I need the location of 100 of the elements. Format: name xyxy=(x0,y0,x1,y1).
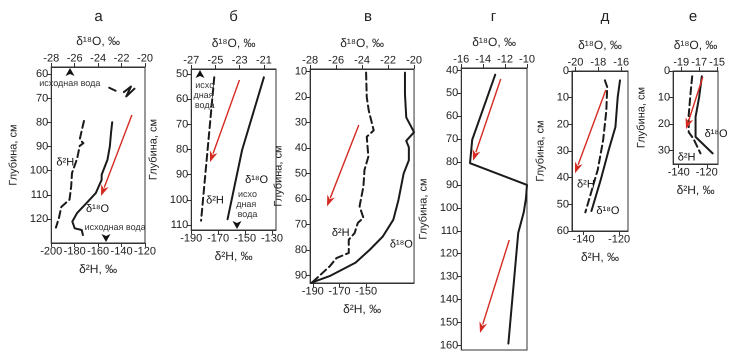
x2-tick-label: -26 xyxy=(328,54,344,66)
annotation: исходная вода xyxy=(193,80,216,110)
y-axis-title: Глубина, см xyxy=(272,145,284,207)
x-tick-label: -170 xyxy=(328,286,350,298)
x2-tick-label: -22 xyxy=(380,54,396,66)
y-tick-label: 30 xyxy=(556,145,569,157)
y-tick-label: 20 xyxy=(658,118,670,130)
x2-tick-label: -25 xyxy=(208,54,224,66)
x-tick-label: -130 xyxy=(260,232,283,244)
y-tick-label: 80 xyxy=(446,156,458,168)
x-axis-title: δ²H, ‰ xyxy=(214,249,253,263)
y-tick-label: 70 xyxy=(176,118,188,130)
y-tick-label: 10 xyxy=(658,92,670,104)
series-label: δ²H xyxy=(206,194,224,207)
y-tick-label: 90 xyxy=(446,178,458,191)
y-tick-label: 110 xyxy=(170,218,188,231)
y-tick-label: 110 xyxy=(440,224,458,237)
y-tick-label: 120 xyxy=(440,248,458,260)
y-tick-label: 120 xyxy=(30,212,48,225)
y-tick-label: 20 xyxy=(556,118,569,130)
x2-axis-title: δ¹⁸O, ‰ xyxy=(340,36,384,50)
x2-tick-label: -28 xyxy=(302,54,318,66)
y-tick-label: 60 xyxy=(176,93,188,106)
x-tick-label: -14 xyxy=(475,54,492,66)
x-tick-label: -140 xyxy=(668,166,690,178)
x-tick-label: -120 xyxy=(608,234,630,246)
x2-tick-label: -19 xyxy=(673,56,690,68)
y-tick-label: 90 xyxy=(294,269,308,282)
series-label: δ²H xyxy=(678,151,696,164)
x-tick-label: -180 xyxy=(64,246,86,258)
chart-title: г xyxy=(490,8,497,25)
x-tick-label: -120 xyxy=(134,246,156,258)
y-tick-label: 30 xyxy=(294,116,308,128)
x2-axis-title: δ¹⁸O, ‰ xyxy=(578,38,622,52)
x-tick-label: -10 xyxy=(519,54,535,66)
x2-axis-title: δ¹⁸O, ‰ xyxy=(76,34,120,48)
y-tick-label: 100 xyxy=(30,164,48,177)
x-axis-title: δ²H, ‰ xyxy=(343,302,382,316)
y-axis-title: Глубина, см xyxy=(418,178,430,240)
x-axis-title: δ²H, ‰ xyxy=(580,250,620,264)
y-tick-label: 30 xyxy=(658,144,670,157)
x-tick-label: -190 xyxy=(180,232,202,244)
series-label: δ²H xyxy=(332,227,350,240)
y-tick-label: 50 xyxy=(294,167,308,180)
x2-tick-label: -15 xyxy=(709,56,726,68)
x2-tick-label: -18 xyxy=(590,56,606,68)
y-tick-label: 130 xyxy=(440,270,458,283)
y-tick-label: 70 xyxy=(294,218,308,230)
x2-tick-label: -24 xyxy=(354,54,370,66)
x-tick-label: -140 xyxy=(110,246,133,258)
y-tick-label: 40 xyxy=(446,64,458,76)
y-tick-label: 50 xyxy=(176,68,188,80)
y-tick-label: 90 xyxy=(176,168,188,181)
y-tick-label: 10 xyxy=(556,92,569,104)
x2-tick-label: -26 xyxy=(66,52,83,64)
series-label: δ¹⁸O xyxy=(86,203,110,216)
series-label: δ²H xyxy=(56,156,74,169)
series-label: δ¹⁸O xyxy=(245,174,269,186)
y-axis-title: Глубина, см xyxy=(8,124,20,186)
x2-tick-label: -20 xyxy=(567,56,584,68)
y-axis-title: Глубина, см xyxy=(636,86,648,148)
x2-tick-label: -20 xyxy=(137,52,153,64)
y-tick-label: 0 xyxy=(562,65,569,77)
y-axis-title: Глубина, см xyxy=(534,120,546,182)
y-tick-label: 50 xyxy=(556,198,569,210)
y-tick-label: 60 xyxy=(556,225,569,237)
x-tick-label: -140 xyxy=(572,234,595,246)
x2-tick-label: -17 xyxy=(691,56,708,68)
x-tick-label: -190 xyxy=(302,286,324,298)
x2-tick-label: -24 xyxy=(90,52,106,64)
y-tick-label: 160 xyxy=(440,339,458,352)
chart-title: е xyxy=(688,8,698,25)
series-label: δ¹⁸O xyxy=(596,205,620,217)
x2-tick-label: -21 xyxy=(256,54,272,66)
y-tick-label: 0 xyxy=(664,65,670,77)
y-tick-label: 100 xyxy=(440,202,458,214)
x-tick-label: -120 xyxy=(696,166,718,178)
x-tick-label: -170 xyxy=(207,232,230,244)
x2-tick-label: -20 xyxy=(406,54,422,66)
x-tick-label: -16 xyxy=(453,54,470,66)
x2-axis-title: δ¹⁸O, ‰ xyxy=(212,36,256,50)
y-tick-label: 150 xyxy=(440,316,458,328)
y-tick-label: 80 xyxy=(294,244,308,256)
x-axis-title: δ²H, ‰ xyxy=(79,262,118,276)
x2-axis-title: δ¹⁸O, ‰ xyxy=(674,38,718,52)
x-tick-label: -12 xyxy=(497,54,514,66)
x-axis-title: δ²H, ‰ xyxy=(676,183,715,197)
x2-tick-label: -22 xyxy=(114,52,130,64)
y-tick-label: 10 xyxy=(294,66,308,78)
y-tick-label: 60 xyxy=(36,68,48,80)
y-tick-label: 20 xyxy=(294,91,308,104)
chart-title: д xyxy=(600,8,610,25)
y-tick-label: 140 xyxy=(440,294,458,306)
y-tick-label: 90 xyxy=(36,140,48,153)
y-tick-label: 110 xyxy=(30,188,48,201)
y-tick-label: 80 xyxy=(36,116,48,128)
x-tick-label: -200 xyxy=(40,246,62,258)
x-axis-title: δ¹⁸O, ‰ xyxy=(472,35,516,49)
x2-tick-label: -28 xyxy=(43,52,60,64)
annotation: исходная вода xyxy=(236,189,259,219)
